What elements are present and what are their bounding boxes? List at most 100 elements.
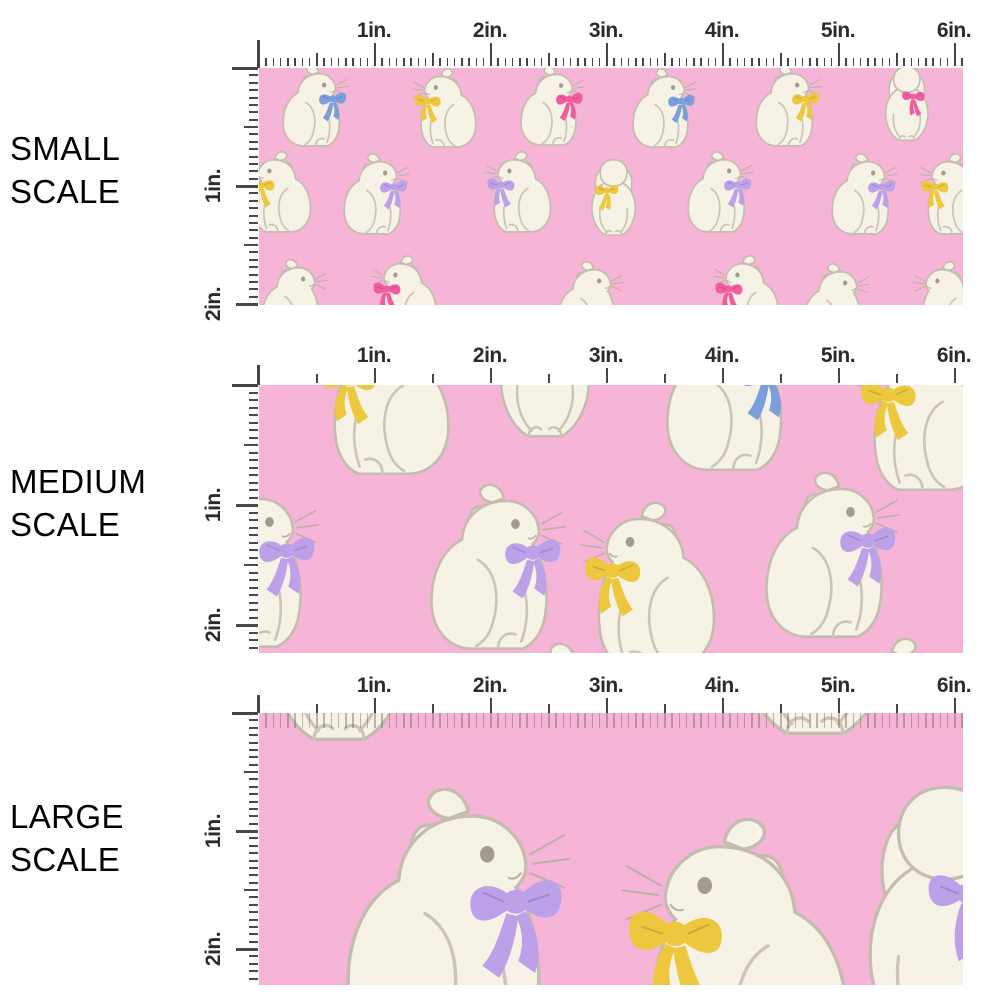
ruler-tick [410,713,412,728]
bunny-motif [279,68,350,148]
ruler-tick [359,713,361,728]
ruler-tick [656,713,659,728]
ruler-tick [569,58,572,66]
ruler-tick [801,713,804,728]
ruler-tick [461,58,463,66]
ruler-tick [584,58,586,66]
ruler-tick [257,40,260,68]
ruler-tick [743,58,746,66]
ruler-tick [671,58,673,66]
ruler-tick [468,713,470,728]
ruler-inch-label: 3in. [588,19,624,42]
ruler-tick [961,713,963,728]
ruler-inch-label: 6in. [936,19,972,42]
fabric-swatch-small [259,68,963,305]
ruler-tick [388,713,390,728]
ruler-tick [461,713,463,728]
ruler-tick [867,58,869,66]
ruler-tick [249,970,258,973]
ruler-tick [700,58,702,66]
scale-label-line1: MEDIUM [10,463,147,500]
ruler-tick [453,713,456,728]
ruler-tick [249,519,258,521]
ruler-tick [954,713,956,728]
ruler-tick [249,977,258,980]
bunny-motif [494,640,637,653]
ruler-inch-label: 4in. [704,344,740,367]
ruler-tick [337,58,340,66]
ruler-tick [403,713,405,728]
ruler-tick [244,889,258,891]
ruler-tick [736,713,738,728]
ruler-tick [323,58,325,66]
ruler-tick [232,384,258,387]
ruler-tick [591,58,593,66]
ruler-tick [244,444,258,446]
ruler-tick [794,58,796,66]
ruler-tick [475,58,477,66]
bunny-motif [259,150,314,234]
ruler-tick [249,571,258,574]
ruler-inch-label-vertical: 1in. [202,813,225,849]
ruler-tick [490,368,492,383]
bunny-motif [699,713,931,743]
ruler-tick [714,713,717,728]
ruler-tick [249,221,258,224]
ruler-tick [787,713,789,728]
ruler-tick [257,365,260,385]
ruler-inch-label: 5in. [820,344,856,367]
ruler-tick [548,713,550,728]
ruler-tick [693,713,695,728]
ruler-tick [555,58,557,66]
ruler-tick [910,713,912,728]
ruler-inch-label: 2in. [472,344,508,367]
ruler-tick [526,713,528,728]
scale-label-medium: MEDIUM SCALE [10,460,146,546]
ruler-tick [816,58,818,66]
ruler-tick [678,58,680,66]
ruler-tick [249,236,258,239]
bunny-motif [828,152,899,236]
ruler-tick [337,713,340,728]
ruler-tick [954,368,956,383]
ruler-tick [946,713,949,728]
ruler-tick [249,481,258,484]
ruler-tick [490,698,492,713]
ruler-tick [249,741,258,744]
ruler-tick [294,58,296,66]
bunny-motif [477,385,613,442]
ruler-tick [345,713,347,728]
ruler-tick [249,815,258,818]
ruler-tick [249,631,258,634]
ruler-inch-label: 1in. [356,19,392,42]
ruler-tick [925,713,927,728]
ruler-tick [794,713,796,728]
ruler-tick [301,713,303,728]
ruler-tick [874,58,876,66]
ruler-tick [671,713,673,728]
ruler-tick [249,534,258,536]
ruler-inch-label: 1in. [356,674,392,697]
ruler-tick [249,807,258,810]
ruler-tick [352,713,354,728]
scale-label-line1: LARGE [10,798,124,835]
ruler-tick [446,713,448,728]
ruler-tick [722,368,724,383]
ruler-tick [374,698,376,713]
ruler-tick [910,58,912,66]
ruler-tick [896,374,898,383]
ruler-tick [249,399,258,401]
ruler-tick [279,58,282,66]
ruler-tick [249,177,258,180]
ruler-tick [932,713,934,728]
ruler-tick [490,43,492,66]
ruler-tick [249,785,258,788]
ruler-tick [236,948,258,951]
ruler-tick [729,713,731,728]
ruler-tick [519,58,521,66]
ruler-tick [249,962,258,965]
ruler-tick [232,67,258,70]
ruler-tick [838,713,840,728]
ruler-tick [446,58,448,66]
